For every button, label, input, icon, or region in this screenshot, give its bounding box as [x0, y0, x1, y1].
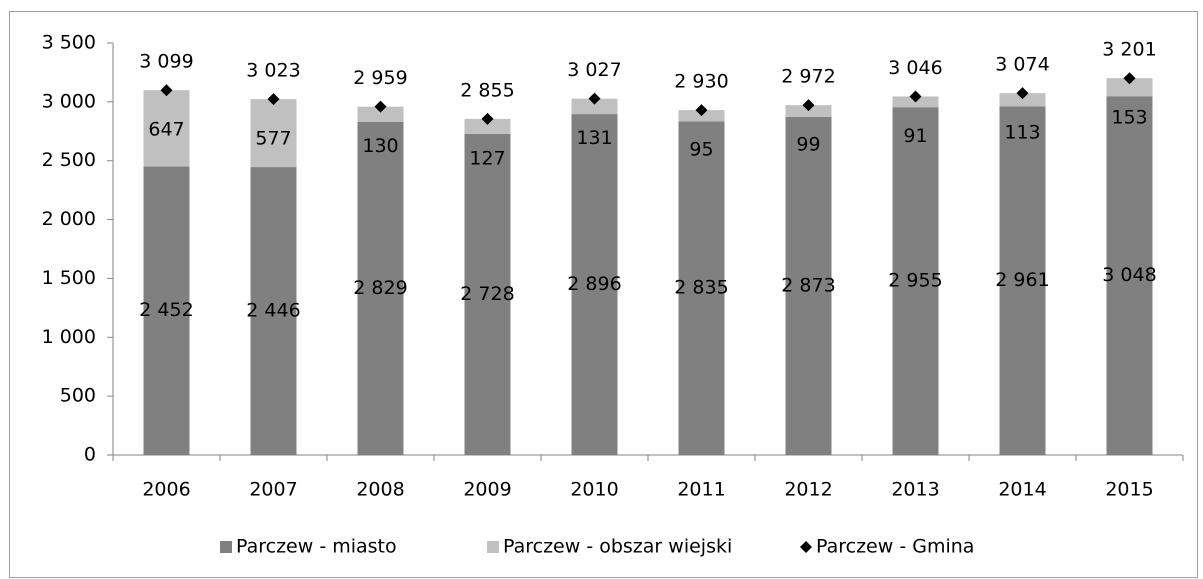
bar-segment: [892, 107, 939, 455]
data-label: 113: [1004, 122, 1040, 144]
legend-swatch: [487, 541, 499, 553]
data-label: 3 048: [1102, 264, 1156, 286]
bar-segment: [785, 116, 832, 455]
x-tick-label: 2006: [142, 479, 190, 501]
y-tick-label: 2 000: [42, 208, 96, 230]
marker: [588, 92, 601, 105]
data-label: 3 027: [567, 59, 621, 81]
data-label: 2 835: [674, 277, 728, 299]
x-tick-label: 2010: [570, 479, 618, 501]
bar-segment: [571, 114, 618, 455]
data-label: 153: [1111, 107, 1147, 129]
marker: [481, 112, 494, 125]
data-label: 3 023: [246, 60, 300, 82]
x-tick-label: 2007: [249, 479, 297, 501]
data-label: 2 855: [460, 79, 514, 101]
data-label: 2 728: [460, 283, 514, 305]
data-label: 2 896: [567, 273, 621, 295]
y-tick-label: 3 000: [42, 90, 96, 112]
marker: [909, 90, 922, 103]
bar-segment: [1106, 96, 1153, 456]
bar-segment: [357, 106, 404, 122]
data-label: 2 955: [888, 270, 942, 292]
marker: [160, 84, 173, 97]
data-label: 2 959: [353, 67, 407, 89]
marker: [1123, 72, 1136, 85]
data-label: 131: [576, 127, 612, 149]
y-tick-label: 500: [60, 385, 96, 407]
data-label: 647: [148, 119, 184, 141]
data-label: 95: [689, 139, 713, 161]
data-label: 3 099: [139, 51, 193, 73]
bar-segment: [464, 133, 511, 455]
marker: [802, 99, 815, 112]
bar-segment: [999, 106, 1046, 455]
x-tick-label: 2009: [463, 479, 511, 501]
data-label: 2 873: [781, 274, 835, 296]
marker: [374, 100, 387, 113]
y-tick-label: 2 500: [42, 149, 96, 171]
data-label: 2 829: [353, 277, 407, 299]
bar-segment: [357, 121, 404, 456]
data-label: 577: [255, 128, 291, 150]
marker: [267, 93, 280, 106]
y-tick-label: 0: [84, 444, 96, 466]
data-label: 2 446: [246, 300, 300, 322]
legend-label: Parczew - Gmina: [816, 536, 974, 558]
y-tick-label: 3 500: [42, 32, 96, 54]
bar-segment: [464, 118, 511, 134]
x-tick-label: 2015: [1105, 479, 1153, 501]
marker: [1016, 87, 1029, 100]
bar-segment: [1106, 78, 1153, 97]
x-tick-label: 2014: [998, 479, 1046, 501]
y-tick-label: 1 500: [42, 267, 96, 289]
data-label: 91: [903, 125, 927, 147]
bar-segment: [250, 167, 297, 455]
bar-segment: [143, 166, 190, 456]
bar-segment: [571, 98, 618, 115]
data-label: 2 930: [674, 71, 728, 93]
data-label: 3 074: [995, 54, 1049, 76]
bar-segment: [250, 99, 297, 168]
data-label: 3 046: [888, 57, 942, 79]
bar-segment: [143, 90, 190, 167]
x-tick-label: 2013: [891, 479, 939, 501]
legend-marker: [800, 541, 812, 553]
x-tick-label: 2012: [784, 479, 832, 501]
x-tick-label: 2011: [677, 479, 725, 501]
bar-segment: [678, 121, 725, 455]
legend-label: Parczew - obszar wiejski: [503, 536, 732, 558]
data-label: 130: [362, 135, 398, 157]
legend-label: Parczew - miasto: [236, 536, 397, 558]
x-tick-label: 2008: [356, 479, 404, 501]
bar-segment: [999, 93, 1046, 107]
data-label: 2 452: [139, 299, 193, 321]
data-label: 127: [469, 147, 505, 169]
y-tick-label: 1 000: [42, 326, 96, 348]
legend-swatch: [220, 541, 232, 553]
data-label: 2 972: [781, 66, 835, 88]
data-label: 3 201: [1102, 39, 1156, 61]
data-label: 2 961: [995, 269, 1049, 291]
data-label: 99: [796, 134, 820, 156]
marker: [695, 104, 708, 117]
